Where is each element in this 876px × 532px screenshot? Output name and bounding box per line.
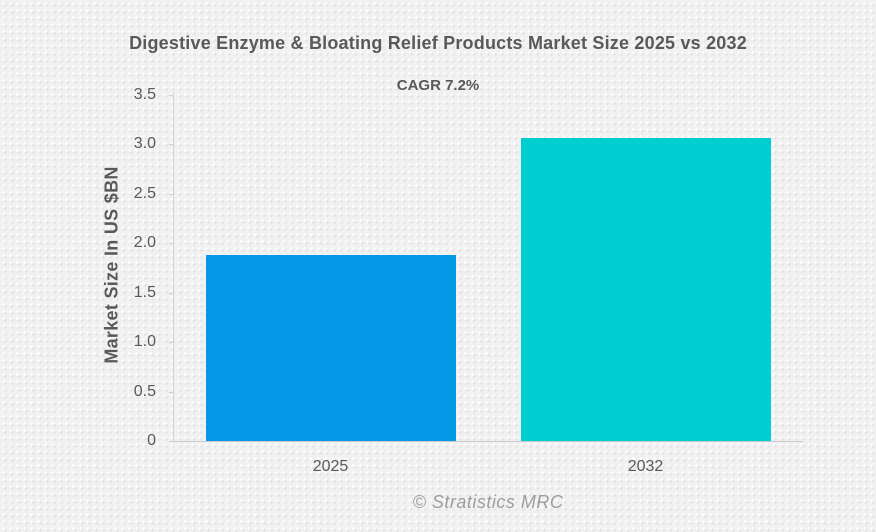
footer-credit: © Stratistics MRC	[412, 492, 564, 512]
y-tick-mark	[169, 342, 173, 344]
y-tick-mark	[169, 95, 173, 96]
y-tick-mark	[169, 193, 173, 195]
x-category-label: 2032	[627, 458, 664, 475]
y-tick-label: 0.5	[133, 382, 156, 400]
y-tick-label: 1.5	[133, 283, 156, 301]
y-tick-label: 2.5	[133, 184, 156, 202]
chart-title: Digestive Enzyme & Bloating Relief Produ…	[129, 33, 747, 53]
cagr-label: CAGR 7.2%	[396, 77, 480, 94]
bar-2032	[520, 138, 771, 441]
y-tick-mark	[169, 441, 173, 442]
x-axis-line	[173, 441, 803, 442]
y-tick-label: 1.0	[133, 333, 156, 351]
y-axis-line	[173, 92, 174, 441]
y-tick-label: 2.0	[133, 234, 156, 252]
y-tick-mark	[169, 144, 173, 146]
y-tick-label: 0	[147, 432, 156, 449]
y-tick-label: 3.5	[133, 86, 156, 103]
bar-2025	[205, 255, 456, 441]
plot-area: 0 0.5 1.0 1.5 2.0 2.5 3.0 3.5 2025 2032	[134, 87, 803, 475]
y-tick-mark	[169, 292, 173, 294]
y-tick-mark	[169, 391, 173, 393]
y-tick-label: 3.0	[133, 135, 156, 153]
x-category-label: 2025	[312, 458, 349, 475]
y-tick-mark	[169, 243, 173, 245]
